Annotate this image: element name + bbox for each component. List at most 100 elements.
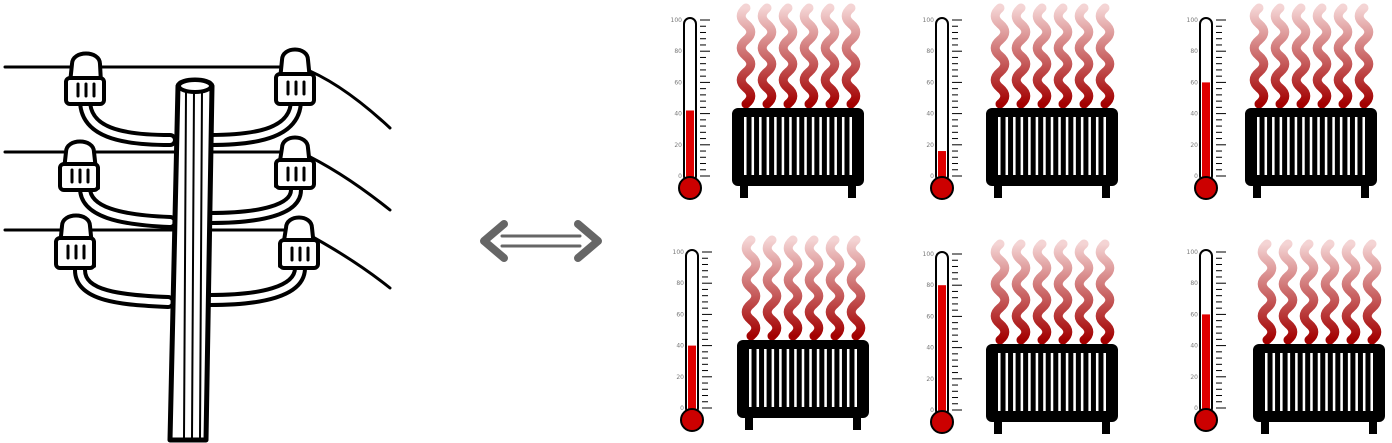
heater-unit: 0 20 40 60 80 100 (923, 239, 1118, 434)
heat-wave (990, 239, 1010, 345)
thermometer-tick-label: 100 (673, 249, 685, 256)
thermometer-tick-label: 100 (1187, 17, 1199, 24)
heat-wave (1095, 239, 1115, 345)
thermometer-tick-label: 0 (1194, 405, 1198, 412)
heat-wave (1362, 239, 1382, 345)
thermometer-tick-label: 80 (926, 282, 934, 289)
heater-unit: 0 20 40 60 80 100 (1187, 3, 1377, 200)
heat-wave (841, 3, 861, 109)
heat-wave (1341, 239, 1361, 345)
heater-unit: 0 20 40 60 80 100 (1187, 239, 1385, 434)
thermometer-bulb (930, 176, 954, 200)
heat-wave (820, 3, 840, 109)
thermometer-ticks (700, 19, 710, 177)
thermometer-tick-label: 60 (926, 79, 934, 86)
thermometer-tick-label: 20 (926, 142, 934, 149)
heat-wave (783, 235, 803, 341)
thermometer-tick-label: 60 (926, 313, 934, 320)
heat-wave (990, 3, 1010, 109)
heat-wave (1053, 239, 1073, 345)
thermometer-icon: 0 20 40 60 80 100 (923, 251, 962, 434)
insulators (54, 47, 320, 270)
heat-wave (1011, 3, 1031, 109)
thermometer-tick-label: 20 (674, 142, 682, 149)
thermometer-ticks (1216, 251, 1226, 409)
thermometer-icon: 0 20 40 60 80 100 (923, 17, 962, 200)
heat-waves (990, 239, 1115, 345)
heat-wave (1291, 3, 1311, 109)
heat-wave (1354, 3, 1374, 109)
heat-wave (1053, 3, 1073, 109)
utility-pole-icon (3, 47, 392, 443)
radiator-icon (1253, 344, 1385, 434)
heat-wave (1074, 239, 1094, 345)
mercury-column (686, 110, 694, 184)
thermometer-tick-label: 80 (1190, 280, 1198, 287)
thermometer-tick-label: 60 (1190, 79, 1198, 86)
radiator-icon (732, 108, 864, 198)
thermometer-tick-label: 80 (926, 48, 934, 55)
insulator-icon (274, 135, 316, 190)
thermometer-tick-label: 0 (1194, 173, 1198, 180)
heat-waves (741, 235, 866, 341)
heat-wave (1257, 239, 1277, 345)
thermometer-tick-label: 80 (674, 48, 682, 55)
mercury-column (1202, 82, 1210, 184)
thermometer-ticks (1216, 19, 1226, 177)
heater-unit: 0 20 40 60 80 100 (923, 3, 1118, 200)
thermometer-icon: 0 20 40 60 80 100 (671, 17, 710, 200)
thermometer-tick-label: 20 (676, 374, 684, 381)
thermometer-tick-label: 60 (676, 311, 684, 318)
thermometer-icon: 0 20 40 60 80 100 (673, 249, 712, 432)
heat-waves (1249, 3, 1374, 109)
radiator-icon (737, 340, 869, 430)
heater-grid: 0 20 40 60 80 100 0 20 40 60 80 100 0 20 40 60 80 100 0 20 4… (671, 3, 1385, 434)
radiator-icon (986, 344, 1118, 434)
heat-wave (1011, 239, 1031, 345)
heat-wave (736, 3, 756, 109)
heat-waves (1257, 239, 1382, 345)
heat-wave (1074, 3, 1094, 109)
thermometer-tick-label: 40 (926, 345, 934, 352)
thermometer-bulb (678, 176, 702, 200)
thermometer-tick-label: 80 (676, 280, 684, 287)
thermometer-bulb (930, 410, 954, 434)
double-headed-arrow-icon (480, 220, 602, 262)
thermometer-tick-label: 60 (674, 79, 682, 86)
radiator-icon (1245, 108, 1377, 198)
mercury-column (688, 345, 696, 416)
thermometer-bulb (680, 408, 704, 432)
heat-wave (1320, 239, 1340, 345)
heater-unit: 0 20 40 60 80 100 (673, 235, 869, 432)
heat-wave (1278, 239, 1298, 345)
heat-wave (846, 235, 866, 341)
thermometer-tick-label: 0 (930, 407, 934, 414)
thermometer-tick-label: 60 (1190, 311, 1198, 318)
insulator-icon (64, 51, 106, 106)
thermometer-tick-label: 20 (926, 376, 934, 383)
thermometer-tick-label: 100 (923, 17, 935, 24)
heat-waves (736, 3, 861, 109)
heat-wave (804, 235, 824, 341)
thermometer-icon: 0 20 40 60 80 100 (1187, 249, 1226, 432)
radiator-icon (986, 108, 1118, 198)
heat-wave (762, 235, 782, 341)
heat-wave (1095, 3, 1115, 109)
thermometer-ticks (952, 19, 962, 177)
insulator-icon (58, 139, 100, 192)
heat-wave (1032, 3, 1052, 109)
thermometer-tick-label: 100 (923, 251, 935, 258)
heat-wave (799, 3, 819, 109)
heat-wave (778, 3, 798, 109)
heat-wave (1299, 239, 1319, 345)
thermometer-tick-label: 100 (1187, 249, 1199, 256)
insulator-icon (278, 215, 320, 270)
pole-shaft (167, 77, 215, 443)
thermometer-tick-label: 0 (680, 405, 684, 412)
thermometer-tick-label: 40 (1190, 343, 1198, 350)
thermometer-tick-label: 40 (676, 343, 684, 350)
heat-wave (741, 235, 761, 341)
thermometer-tick-label: 20 (1190, 142, 1198, 149)
mercury-column (1202, 314, 1210, 416)
